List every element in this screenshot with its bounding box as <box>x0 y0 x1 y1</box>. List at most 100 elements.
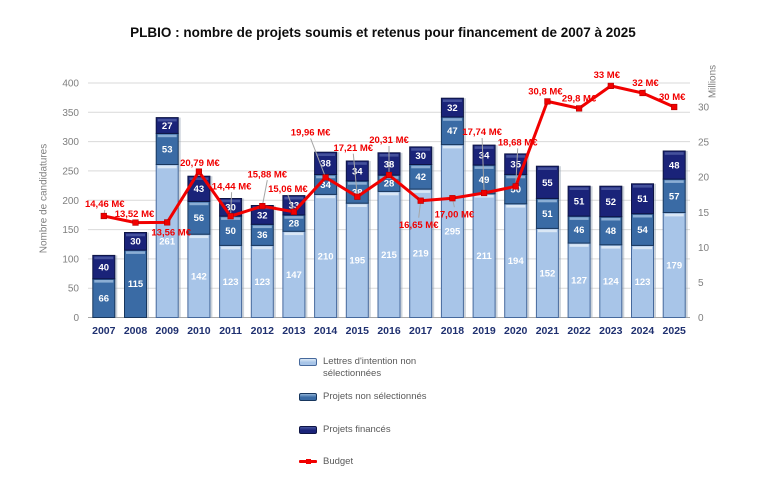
bar-bevel <box>284 196 304 200</box>
bar-value-2024-finances: 51 <box>637 194 648 205</box>
budget-label-leader <box>230 192 233 217</box>
bar-bevel <box>411 148 431 151</box>
bar-value-2023-lettres: 124 <box>603 277 620 288</box>
bar-bevel <box>442 99 462 102</box>
bar-value-2016-lettres: 215 <box>381 250 398 261</box>
legend-label-budget: Budget <box>323 456 354 467</box>
y-left-tick-label: 350 <box>62 108 79 119</box>
bar-bevel <box>157 165 177 169</box>
bar-value-2022-lettres: 127 <box>571 276 587 287</box>
bar-shadow <box>463 98 466 318</box>
x-label-2009: 2009 <box>156 325 180 337</box>
bar-bevel <box>537 229 557 233</box>
bar-value-2025-non-selectionnes: 57 <box>669 191 680 202</box>
bar-bevel <box>601 217 621 221</box>
bar-bevel <box>157 118 177 122</box>
bar-bevel <box>506 155 526 158</box>
bar-2023-finances <box>599 185 623 218</box>
bar-value-2011-non-selectionnes: 50 <box>225 226 236 237</box>
budget-label-2018: 17,00 M€ <box>435 209 475 220</box>
bar-shadow <box>526 153 530 318</box>
bar-value-2017-non-selectionnes: 42 <box>415 172 426 183</box>
bar-shadow <box>304 195 308 318</box>
bar-value-2020-finances: 35 <box>510 160 521 171</box>
bar-value-2020-lettres: 194 <box>508 256 525 267</box>
bar-value-2024-non-selectionnes: 54 <box>637 225 648 236</box>
budget-label-2022: 29,8 M€ <box>562 94 597 105</box>
bar-bevel <box>347 182 367 185</box>
bar-shadow <box>431 146 435 318</box>
bar-bevel <box>221 246 241 250</box>
budget-marker-2013 <box>290 208 298 215</box>
budget-label-2020: 18,68 M€ <box>498 138 538 149</box>
budget-label-2007: 14,46 M€ <box>85 199 125 210</box>
bar-bevel <box>601 246 621 249</box>
x-label-2019: 2019 <box>472 325 496 337</box>
bar-shadow <box>590 186 593 318</box>
bar-bevel <box>569 244 589 247</box>
bar-value-2012-lettres: 123 <box>254 277 270 288</box>
budget-marker-2008 <box>132 219 139 226</box>
bar-value-2022-non-selectionnes: 46 <box>574 225 585 236</box>
budget-marker-2016 <box>385 171 393 179</box>
bar-bevel <box>633 185 652 188</box>
budget-marker-2020 <box>512 183 519 190</box>
budget-label-2011: 14,44 M€ <box>212 181 252 192</box>
bar-bevel <box>252 225 272 229</box>
y-left-tick-label: 250 <box>62 166 79 177</box>
y-left-tick-label: 200 <box>62 196 79 207</box>
x-label-2012: 2012 <box>251 325 275 337</box>
bar-value-2010-non-selectionnes: 56 <box>194 213 205 224</box>
bar-2025-finances <box>662 150 686 180</box>
legend-label-non-selectionnes: Projets non sélectionnés <box>323 391 427 402</box>
budget-marker-2023 <box>607 82 614 89</box>
y-right-tick-label: 25 <box>698 138 710 149</box>
bar-bevel <box>411 165 431 169</box>
bar-value-2007-non-selectionnes: 66 <box>99 294 110 305</box>
y-right-tick-label: 0 <box>698 313 704 324</box>
budget-label-2010: 20,79 M€ <box>180 158 220 169</box>
budget-marker-2015 <box>354 193 361 200</box>
bar-value-2009-non-selectionnes: 53 <box>162 144 173 155</box>
bar-value-2023-non-selectionnes: 48 <box>606 226 617 237</box>
bar-value-2012-finances: 32 <box>257 210 268 221</box>
bar-value-2017-finances: 30 <box>415 151 426 162</box>
budget-marker-2025 <box>671 103 678 111</box>
x-label-2022: 2022 <box>567 325 591 337</box>
x-label-2018: 2018 <box>441 325 465 337</box>
chart-title: PLBIO : nombre de projets soumis et rete… <box>130 25 636 40</box>
x-label-2016: 2016 <box>377 325 401 337</box>
y-right-tick-label: 30 <box>698 103 710 114</box>
budget-label-2016: 20,31 M€ <box>369 135 409 146</box>
bar-shadow <box>685 151 688 318</box>
bar-bevel <box>316 153 336 156</box>
bar-2008-finances <box>124 232 147 251</box>
budget-label-2015: 17,21 M€ <box>333 143 373 154</box>
y-right-tick-label: 20 <box>698 173 710 184</box>
bar-bevel <box>442 118 462 121</box>
budget-label-leader <box>261 180 268 207</box>
budget-marker-2012 <box>259 203 266 210</box>
budget-marker-2010 <box>195 168 203 175</box>
bar-bevel <box>157 134 177 138</box>
bar-bevel <box>284 232 304 236</box>
bar-value-2013-non-selectionnes: 28 <box>289 219 300 230</box>
bar-value-2021-finances: 55 <box>542 178 553 189</box>
budget-label-2008: 13,52 M€ <box>115 209 155 220</box>
bar-bevel <box>633 246 652 250</box>
budget-label-2019: 17,74 M€ <box>462 127 502 138</box>
legend-swatch-non-selectionnes-icon <box>299 393 317 401</box>
legend-swatch-lettres-icon <box>299 358 317 366</box>
bar-value-2020-non-selectionnes: 50 <box>510 185 521 196</box>
legend-label-lettres: Lettres d'intention non sélectionnées <box>323 356 417 379</box>
x-label-2020: 2020 <box>504 325 528 337</box>
bar-value-2014-non-selectionnes: 34 <box>320 180 331 191</box>
bar-shadow <box>209 176 213 318</box>
bar-bevel <box>316 195 336 199</box>
x-label-2025: 2025 <box>663 325 687 337</box>
legend-item-finances: Projets financés <box>299 424 469 436</box>
bar-bevel <box>189 235 209 239</box>
bar-shadow <box>558 166 561 318</box>
bar-2015-finances <box>345 160 369 182</box>
bar-bevel <box>537 167 557 170</box>
